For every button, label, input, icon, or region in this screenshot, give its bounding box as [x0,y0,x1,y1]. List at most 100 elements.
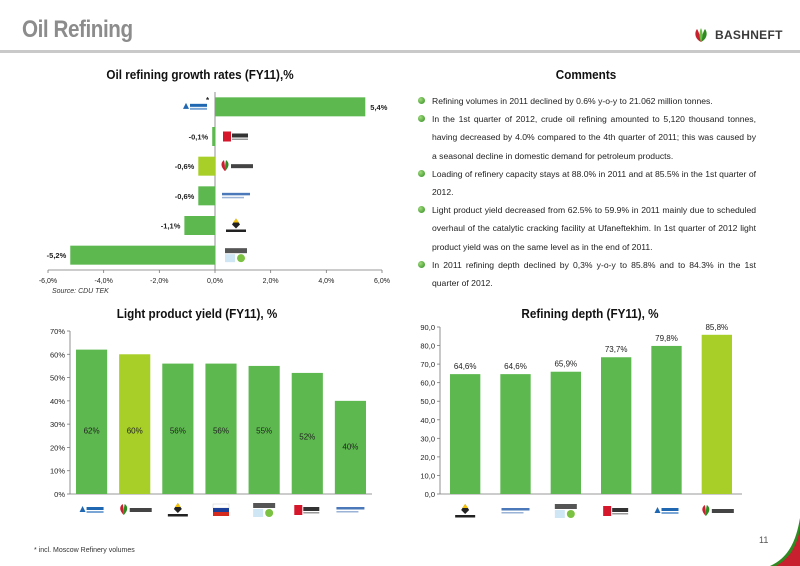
y-tick-label: 30% [50,420,65,429]
lukoil-mark-shape [223,131,231,142]
bar-value-label: 52% [299,433,315,442]
tnk-bp-logo-icon [253,503,276,517]
growth-chart-title: Oil refining growth rates (FY11),% [106,67,294,82]
bar-value-label: -5,2% [47,251,67,260]
gazprom-flame-shape [183,102,189,109]
value-bar [701,334,732,494]
flag-red-stripe [213,512,229,516]
bashneft-petal-shape [225,160,229,172]
bar-value-label: 64,6% [504,362,527,371]
gazprom-text-shape [661,512,679,514]
value-bar [550,371,581,494]
y-tick-label: 60,0 [420,379,435,388]
value-bar [500,374,531,494]
y-tick-label: 60% [50,350,65,359]
surgut-text-shape [222,192,250,196]
y-tick-label: 70,0 [420,360,435,369]
gazprom-text-shape [86,511,104,513]
value-bar [450,374,481,494]
bar-value-label: 56% [213,427,229,436]
surgutneftegas-logo-icon [336,507,365,513]
value-bar [334,400,366,494]
slide-title: Oil Refining [22,16,133,43]
rosneft-mark-shape [462,504,469,508]
x-tick-label: 2,0% [263,278,279,285]
lukoil-text-shape [303,512,320,514]
lukoil-logo-icon [223,131,248,142]
bar-value-label: 85,8% [705,323,728,332]
surgutneftegas-logo-icon [501,508,530,514]
title-divider [0,50,800,53]
bashneft-logo-icon [702,505,734,516]
gazprom-text-shape [190,107,207,110]
tnk-box-shape [225,254,235,263]
rosneft-mark-shape [173,503,182,513]
rosneft-mark-shape [174,503,181,507]
surgut-text-shape [222,196,244,199]
comment-item: Light product yield decreased from 62.5%… [418,201,756,256]
bar-value-label: 5,4% [370,103,387,112]
rosneft-mark-shape [232,218,240,229]
y-tick-label: 50,0 [420,397,435,406]
rosneft-logo-icon [226,218,246,232]
brand-name: BASHNEFT [715,28,783,42]
bashneft-flower-icon [695,28,707,42]
value-bar [205,363,237,494]
rosneft-logo-icon [167,503,188,517]
value-bar [601,357,632,494]
value-bar [291,372,323,494]
comments-list: Refining volumes in 2011 declined by 0.6… [418,92,756,292]
surgut-text-shape [501,508,530,511]
bar-value-label: 55% [256,427,272,436]
value-bar [119,354,151,494]
tnk-top-shape [554,504,577,509]
gazprom-text-shape [661,508,679,511]
bar-value-label: -0,1% [189,133,209,142]
x-tick-label: 4,0% [318,278,334,285]
tnk-bp-helios-shape [265,509,274,517]
rosneft-text-shape [167,514,188,517]
tnk-box-shape [253,509,264,517]
x-tick-label: -6,0% [39,278,57,285]
lukoil-mark-shape [294,505,303,515]
bashneft-petal-shape [221,160,225,172]
rosneft-text-shape [455,515,476,518]
comment-item: In 2011 refining depth declined by 0,3% … [418,256,756,292]
lukoil-mark-shape [603,506,612,516]
flag-blue-stripe [213,508,229,512]
lukoil-text-shape [612,513,629,515]
asterisk-label: * [206,96,210,105]
page-number: 11 [759,535,769,545]
growth-bar [70,245,216,265]
surgut-text-shape [336,507,365,510]
tnk-top-shape [253,503,276,508]
surgutneftegas-logo-icon [222,192,250,199]
gazprom-neft-logo-icon [79,506,104,513]
lukoil-text-shape [232,133,248,138]
corner-decoration-icon [770,518,800,566]
bar-value-label: 79,8% [655,334,678,343]
comment-item: Loading of refinery capacity stays at 88… [418,165,756,201]
rosneft-mark-shape [233,218,239,223]
bashneft-petal-shape [123,504,128,515]
bashneft-text-shape [711,509,734,513]
comment-item: In the 1st quarter of 2012, crude oil re… [418,110,756,165]
y-tick-label: 90,0 [420,323,435,332]
gazprom-neft-logo-icon [654,507,679,514]
comments-title: Comments [555,67,617,82]
refining-depth-chart-title: Refining depth (FY11), % [521,306,659,321]
y-tick-label: 40,0 [420,416,435,425]
growth-bar [198,156,215,176]
bashneft-petal-shape [120,504,124,515]
growth-bar [212,127,215,146]
bar-value-label: 56% [170,427,186,436]
surgut-text-shape [336,511,359,513]
y-tick-label: 30,0 [420,434,435,443]
bashneft-logo-icon [120,504,152,515]
gazprom-text-shape [190,103,207,107]
green-bullet-icon [418,206,425,214]
y-tick-label: 10% [50,467,65,476]
gazprom-flame-shape [654,507,661,513]
